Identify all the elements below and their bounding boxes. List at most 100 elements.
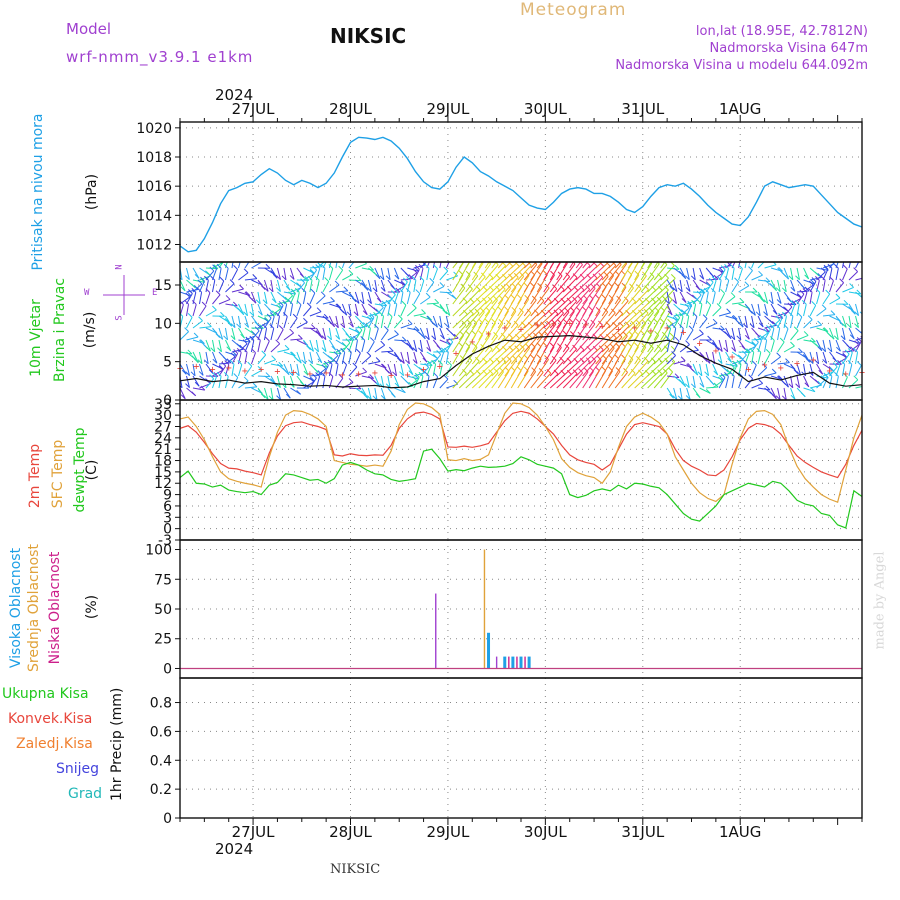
wind-barb	[569, 335, 583, 353]
wind-barb	[413, 293, 421, 305]
wind-barb	[673, 313, 686, 317]
wind-barb	[608, 262, 616, 269]
wind-barb-flag	[424, 263, 430, 269]
wind-barb-flag	[757, 336, 762, 341]
wind-barb-flag	[672, 395, 678, 400]
wind-barb-flag	[264, 317, 269, 323]
wind-barb	[458, 346, 471, 365]
wind-barb-flag	[784, 382, 789, 388]
wind-barb-flag	[642, 271, 647, 277]
wind-barb-flag	[233, 349, 239, 354]
wind-barb	[634, 262, 640, 269]
wind-barb-flag	[765, 277, 771, 283]
wind-barb	[478, 361, 494, 377]
wind-barb-flag	[668, 367, 673, 373]
wind-barb	[705, 281, 714, 293]
wind-barb-flag	[869, 388, 873, 392]
wind-barb	[517, 275, 530, 293]
wind-barb-flag	[697, 299, 703, 305]
wind-barb-flag	[699, 382, 705, 388]
wind-barb	[348, 315, 354, 328]
wind-barb	[309, 373, 322, 377]
wind-barb	[439, 315, 443, 328]
y-tick-label-wind: 0	[163, 393, 172, 409]
wind-barb-flag	[619, 250, 623, 254]
wind-barb-flag	[782, 311, 787, 317]
wind-barb	[595, 337, 611, 353]
gust-marker: +	[404, 370, 410, 381]
wind-barb	[315, 280, 320, 293]
gust-marker: +	[453, 348, 459, 359]
wind-barb	[673, 291, 677, 304]
wind-barb	[692, 375, 696, 388]
wind-barb	[770, 356, 781, 365]
wind-barb	[627, 323, 641, 341]
wind-barb-flag	[375, 357, 381, 362]
wind-barb-flag	[869, 280, 873, 284]
gust-marker: +	[274, 367, 280, 378]
cloud-bar	[435, 593, 437, 669]
wind-barb-flag	[257, 365, 263, 371]
wind-barb-flag	[566, 369, 572, 375]
wind-barb	[595, 286, 607, 305]
wind-barb	[342, 273, 354, 281]
gust-marker: +	[778, 363, 784, 374]
wind-barb-flag	[322, 257, 326, 261]
wind-barb	[231, 364, 235, 377]
wind-barb-flag	[269, 323, 275, 329]
wind-barb-flag	[198, 316, 203, 322]
wind-barb-flag	[191, 287, 197, 293]
wind-barb-flag	[623, 296, 629, 302]
wind-barb-flag	[798, 347, 803, 353]
wind-barb	[407, 327, 420, 331]
wind-barb	[822, 268, 829, 281]
wind-barb	[270, 387, 274, 400]
wind-barb	[413, 269, 420, 281]
wind-barb-flag	[265, 372, 271, 377]
wind-barb	[569, 322, 581, 341]
wind-barb	[484, 277, 501, 293]
wind-barb-flag	[716, 303, 722, 308]
wind-barb-flag	[795, 275, 800, 281]
wind-barb	[530, 300, 545, 317]
wind-barb-flag	[667, 318, 672, 324]
wind-barb-flag	[180, 312, 184, 317]
wind-barb-flag	[594, 294, 600, 300]
wind-barb-flag	[678, 312, 684, 317]
wind-barb-flag	[263, 395, 269, 400]
wind-barb	[855, 262, 860, 269]
wind-barb-flag	[656, 262, 660, 265]
wind-barb	[595, 325, 611, 341]
wind-barb-flag	[226, 346, 232, 352]
wind-barb	[367, 279, 372, 292]
wind-barb	[517, 325, 533, 341]
wind-barb-flag	[480, 307, 485, 313]
wind-barb-flag	[857, 253, 861, 257]
wind-barb-flag	[732, 314, 738, 320]
wind-barb	[367, 341, 375, 353]
wind-barb	[783, 387, 787, 400]
wind-barb	[601, 347, 615, 365]
wind-barb-flag	[680, 356, 686, 362]
wind-barb-flag	[748, 266, 753, 271]
wind-barb	[497, 360, 512, 377]
gust-marker: +	[745, 364, 751, 375]
day-label-bottom: 28JUL	[329, 823, 372, 841]
gust-marker: +	[291, 367, 297, 378]
wind-barb-flag	[743, 359, 748, 365]
wind-barb-flag	[787, 302, 793, 308]
wind-barb-flag	[685, 395, 691, 400]
day-label-top: 31JUL	[621, 100, 664, 118]
wind-barb	[692, 363, 699, 376]
wind-barb-flag	[336, 348, 341, 354]
wind-barb	[302, 292, 307, 305]
wind-barb	[777, 291, 782, 304]
wind-barb-flag	[630, 368, 636, 374]
wind-barb	[712, 292, 716, 305]
wind-barb	[653, 289, 669, 305]
wind-barb	[562, 311, 575, 329]
wind-barb-flag	[236, 343, 242, 349]
wind-barb	[601, 265, 617, 281]
wind-barb-flag	[781, 395, 787, 400]
wind-barb	[296, 304, 302, 317]
